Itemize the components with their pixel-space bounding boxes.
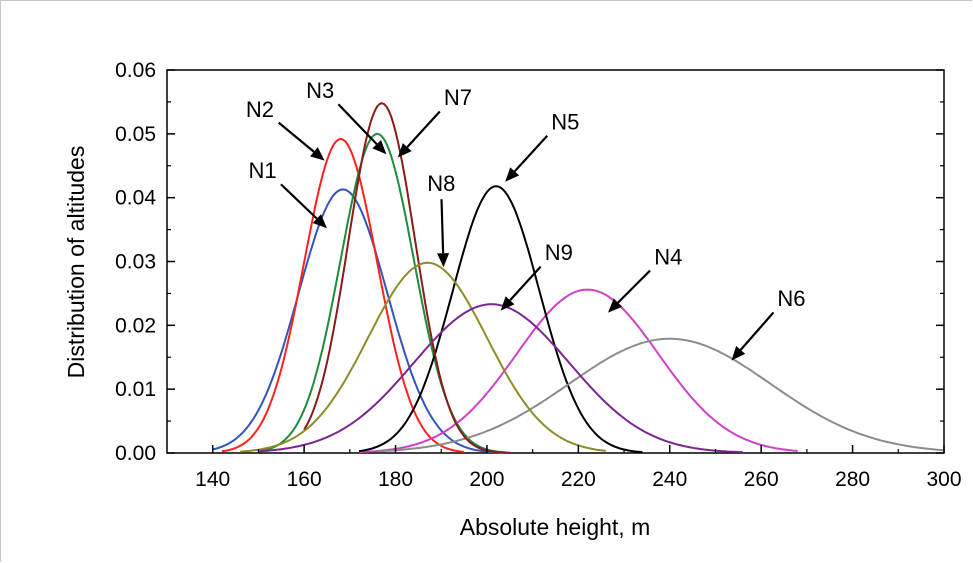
label-n9: N9 [545,240,573,265]
arrow-n8 [440,199,445,254]
series-line-n7 [303,102,510,454]
series-line-n9 [258,303,743,454]
arrowhead-n9 [500,296,515,311]
arrow-n6 [739,311,775,351]
curve-labels: N1 N2 N3 N7 N8 N5 N9 N4 N6 [246,78,806,361]
x-tick-label: 140 [195,468,230,491]
label-n5: N5 [551,109,579,134]
label-n7: N7 [444,85,472,110]
arrow-n5 [513,134,549,173]
series-lines [212,102,945,454]
arrow-n9 [509,265,542,302]
arrowhead-n5 [505,167,520,182]
arrowhead-n7 [397,143,412,158]
arrow-n1 [280,183,318,220]
series-line-n5 [358,185,643,454]
arrow-n3 [337,103,378,145]
arrowhead-n1 [312,214,327,229]
label-n3: N3 [306,78,334,103]
arrow-n2 [277,121,315,153]
y-tick-label: 0.04 [115,187,156,210]
arrowhead-n3 [372,140,387,155]
series-line-n8 [240,261,606,453]
x-tick-label: 260 [744,468,779,491]
y-tick-label: 0.02 [115,314,156,337]
arrow-n7 [406,110,441,148]
series-line-n4 [358,288,798,454]
x-tick-label: 200 [469,468,504,491]
series-line-n2 [221,137,465,453]
x-tick-label: 300 [926,468,961,491]
arrow-n4 [617,269,651,304]
series-line-n1 [212,188,510,454]
label-n6: N6 [777,286,805,311]
y-tick-label: 0.00 [115,442,156,465]
y-tick-label: 0.01 [115,378,156,401]
x-axis-title: Absolute height, m [460,514,651,540]
x-tick-label: 180 [378,468,413,491]
arrowhead-n2 [310,147,325,161]
y-tick-label: 0.03 [115,251,156,274]
arrowhead-n8 [437,253,450,268]
series-line-n3 [258,132,506,454]
label-n2: N2 [246,97,274,122]
x-tick-label: 160 [287,468,322,491]
label-n4: N4 [654,244,682,269]
arrowhead-n4 [608,298,623,313]
x-tick-label: 240 [652,468,687,491]
y-tick-label: 0.05 [115,123,156,146]
x-tick-label: 280 [835,468,870,491]
label-n1: N1 [249,158,277,183]
arrowhead-n6 [731,345,746,361]
y-tick-label: 0.06 [115,59,156,82]
x-tick-label: 220 [561,468,596,491]
series-line-n6 [377,337,945,453]
y-axis-title: Distribution of altitudes [63,146,89,379]
label-n8: N8 [427,171,455,196]
axis-ticks: 140 160 180 200 220 240 260 280 300 0.00 0.01 0.02 0… [115,59,961,491]
